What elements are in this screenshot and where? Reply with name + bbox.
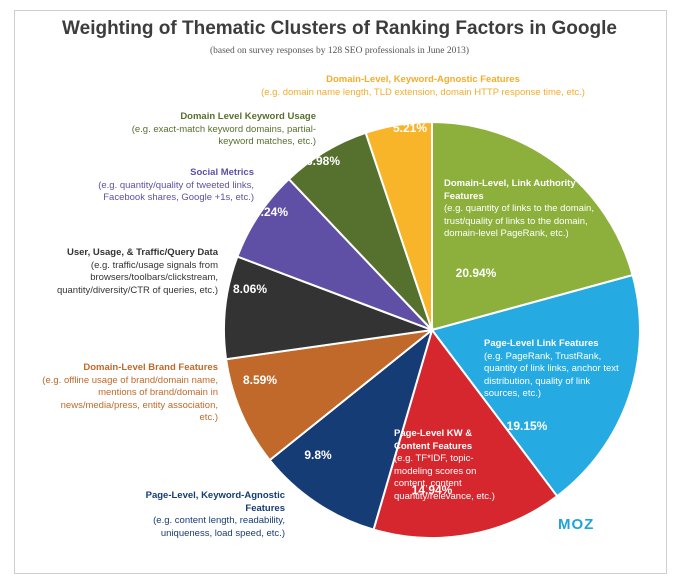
label-head: Domain-Level Brand Features bbox=[83, 362, 218, 373]
pie-slice bbox=[372, 327, 559, 539]
pie-slice bbox=[224, 328, 436, 462]
label-page-keyword-agnostic: Page-Level, Keyword-Agnostic Features (e… bbox=[130, 490, 285, 540]
label-domain-link-authority: Domain-Level, Link Authority Features (e… bbox=[444, 178, 594, 241]
label-social-metrics: Social Metrics (e.g. quantity/quality of… bbox=[58, 167, 254, 205]
slice-percent-label: 20.94% bbox=[456, 266, 497, 280]
chart-title: Weighting of Thematic Clusters of Rankin… bbox=[62, 18, 617, 39]
moz-logo: MOZ bbox=[558, 516, 595, 533]
label-domain-keyword-agnostic: Domain-Level, Keyword-Agnostic Features … bbox=[258, 74, 588, 99]
label-desc: (e.g. domain name length, TLD extension,… bbox=[261, 86, 585, 98]
label-page-kw-content: Page-Level KW & Content Features (e.g. T… bbox=[394, 428, 504, 503]
slice-percent-label: 5.21% bbox=[393, 121, 427, 135]
label-domain-brand: Domain-Level Brand Features (e.g. offlin… bbox=[40, 362, 218, 425]
label-head: Page-Level, Keyword-Agnostic Features bbox=[145, 490, 285, 514]
slice-percent-label: 8.59% bbox=[243, 373, 277, 387]
slice-percent-label: 6.98% bbox=[306, 154, 340, 168]
pie-slice bbox=[431, 120, 634, 332]
pie-slice bbox=[223, 255, 433, 361]
slice-percent-label: 8.06% bbox=[233, 282, 267, 296]
label-desc: (e.g. traffic/usage signals from browser… bbox=[56, 259, 218, 296]
label-head: User, Usage, & Traffic/Query Data bbox=[66, 247, 218, 258]
label-user-usage-traffic: User, Usage, & Traffic/Query Data (e.g. … bbox=[22, 247, 218, 297]
pie-slice bbox=[268, 327, 434, 531]
label-desc: (e.g. TF*IDF, topic-modeling scores on c… bbox=[394, 453, 495, 502]
label-desc: (e.g. offline usage of brand/domain name… bbox=[42, 374, 218, 424]
slice-percent-label: 9.8% bbox=[304, 448, 332, 462]
label-head: Domain-Level, Keyword-Agnostic Features bbox=[326, 74, 520, 85]
label-desc: (e.g. quantity/quality of tweeted links,… bbox=[98, 179, 254, 204]
label-desc: (e.g. quantity of links to the domain, t… bbox=[444, 203, 594, 239]
slice-percent-label: 7.24% bbox=[254, 205, 288, 219]
label-domain-keyword-usage: Domain Level Keyword Usage (e.g. exact-m… bbox=[118, 111, 316, 149]
pie-slice bbox=[364, 120, 433, 331]
pie-slice bbox=[430, 273, 641, 498]
slice-percent-label: 14.94% bbox=[412, 483, 453, 497]
label-head: Domain-Level, Link Authority Features bbox=[444, 178, 576, 202]
label-page-link-features: Page-Level Link Features (e.g. PageRank,… bbox=[484, 338, 624, 401]
label-head: Social Metrics bbox=[190, 167, 254, 178]
label-desc: (e.g. exact-match keyword domains, parti… bbox=[131, 123, 316, 148]
label-desc: (e.g. content length, readability, uniqu… bbox=[153, 515, 285, 539]
label-head: Domain Level Keyword Usage bbox=[180, 111, 316, 122]
label-head: Page-Level Link Features bbox=[484, 338, 599, 349]
label-head: Page-Level KW & Content Features bbox=[394, 428, 473, 452]
label-desc: (e.g. PageRank, TrustRank, quantity of l… bbox=[484, 350, 619, 400]
slice-percent-label: 19.15% bbox=[507, 419, 548, 433]
chart-subtitle: (based on survey responses by 128 SEO pr… bbox=[209, 46, 470, 56]
